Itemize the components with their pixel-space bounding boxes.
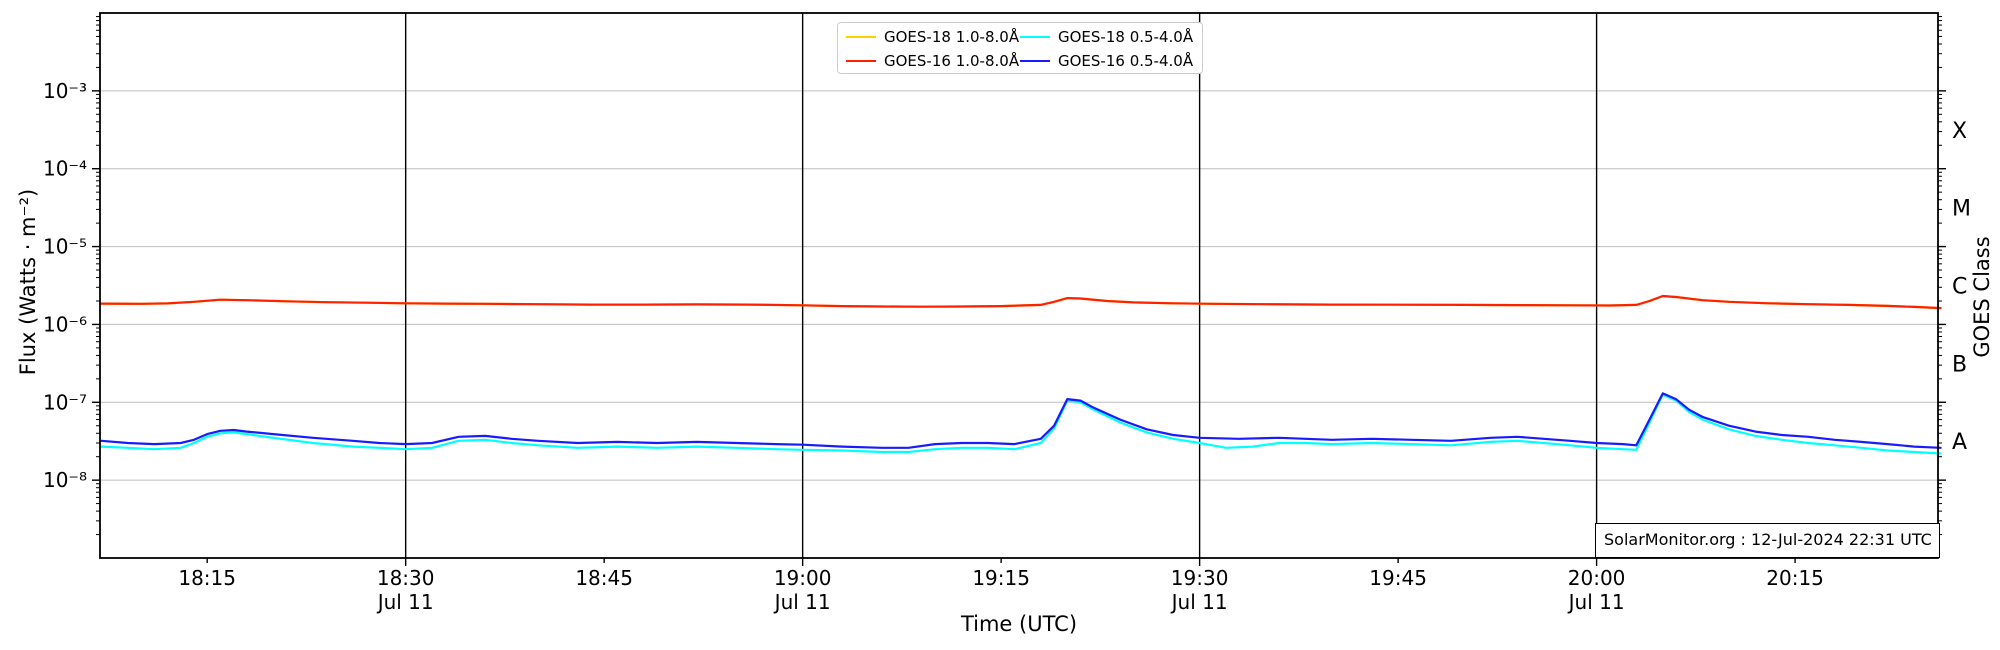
goes-class-label-M: M — [1952, 197, 1971, 222]
legend-swatch-goes16-long-line — [846, 60, 876, 62]
x-tick-label: 19:15 — [972, 566, 1030, 590]
legend-swatch-goes18-long-line — [846, 36, 876, 38]
y-axis-title-goes-class: GOES Class — [1970, 236, 1994, 358]
x-tick-label: 19:30 — [1171, 566, 1229, 590]
legend-label: GOES-16 1.0-8.0Å — [884, 52, 1020, 70]
goes-class-label-B: B — [1952, 352, 1967, 377]
series-line-goes-18-0-5-4-0- — [100, 393, 1942, 455]
legend-item-goes16-short: GOES-16 0.5-4.0Å — [1020, 49, 1194, 73]
y-axis-title-flux: Flux (Watts · m⁻²) — [16, 188, 40, 376]
x-tick-label: 18:45 — [575, 566, 633, 590]
x-axis-title-time: Time (UTC) — [960, 612, 1078, 636]
x-tick-label: 20:00 — [1568, 566, 1626, 590]
series-line-goes-16-0-5-4-0- — [100, 392, 1942, 449]
x-tick-label: 19:45 — [1369, 566, 1427, 590]
legend-label: GOES-16 0.5-4.0Å — [1058, 52, 1194, 70]
goes-class-label-C: C — [1952, 275, 1967, 300]
legend-swatch-goes18-short-line — [1020, 36, 1050, 38]
x-tick-label: 20:15 — [1766, 566, 1824, 590]
series-line-goes-16-1-0-8-0- — [100, 294, 1942, 310]
x-tick-label: 19:00 — [774, 566, 832, 590]
goes-class-label-X: X — [1952, 119, 1967, 144]
legend-item-goes18-short: GOES-18 0.5-4.0Å — [1020, 25, 1194, 49]
legend-item-goes16-long: GOES-16 1.0-8.0Å — [846, 49, 1020, 73]
y-tick-label: 10⁻⁶ — [43, 312, 87, 336]
goes-class-label-A: A — [1952, 430, 1967, 455]
x-tick-label: 18:30 — [377, 566, 435, 590]
x-tick-day-label: Jul 11 — [376, 590, 434, 614]
legend-label: GOES-18 0.5-4.0Å — [1058, 28, 1194, 46]
y-tick-label: 10⁻⁴ — [43, 157, 87, 181]
legend-item-goes18-long: GOES-18 1.0-8.0Å — [846, 25, 1020, 49]
y-tick-label: 10⁻³ — [43, 79, 87, 103]
plot-frame — [99, 12, 1939, 559]
legend: GOES-18 1.0-8.0Å GOES-18 0.5-4.0Å GOES-1… — [837, 22, 1203, 74]
legend-swatch-goes16-short-line — [1020, 60, 1050, 62]
y-tick-label: 10⁻⁷ — [43, 390, 87, 414]
x-tick-day-label: Jul 11 — [773, 590, 831, 614]
x-tick-day-label: Jul 11 — [1567, 590, 1625, 614]
x-tick-day-label: Jul 11 — [1170, 590, 1228, 614]
solarmonitor-timestamp-annotation: SolarMonitor.org : 12-Jul-2024 22:31 UTC — [1595, 523, 1940, 558]
legend-label: GOES-18 1.0-8.0Å — [884, 28, 1020, 46]
y-tick-label: 10⁻⁵ — [43, 235, 87, 259]
x-tick-label: 18:15 — [178, 566, 236, 590]
y-tick-label: 10⁻⁸ — [43, 468, 87, 492]
